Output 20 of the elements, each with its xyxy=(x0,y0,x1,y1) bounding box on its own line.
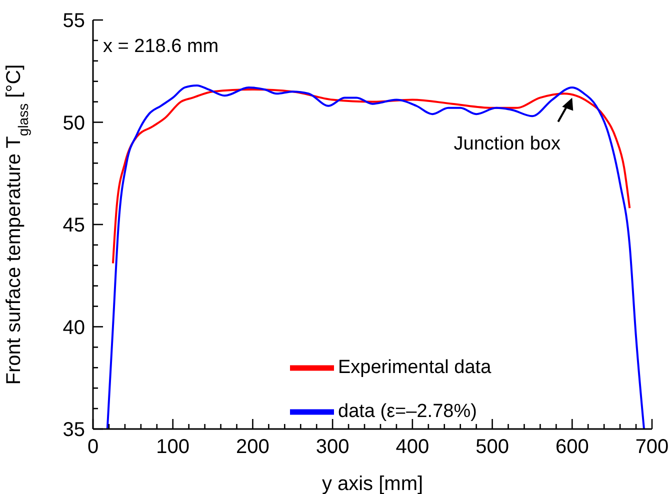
annotation: x = 218.6 mm xyxy=(103,36,219,57)
x-tick-label: 200 xyxy=(236,436,270,458)
y-tick-label: 55 xyxy=(62,10,85,32)
x-tick-label: 700 xyxy=(635,436,669,458)
x-tick-label: 0 xyxy=(87,436,99,458)
x-tick-label: 100 xyxy=(156,436,190,458)
x-tick-label: 500 xyxy=(476,436,509,458)
x-tick-label: 600 xyxy=(555,436,589,458)
x-tick-label: 400 xyxy=(396,436,430,458)
line-series xyxy=(106,84,646,429)
line-series xyxy=(112,88,631,264)
y-tick-label: 40 xyxy=(62,316,85,339)
legend-label: Experimental data xyxy=(338,357,492,378)
legend-label: data (ε=–2.78%) xyxy=(338,401,477,422)
y-tick-label: 35 xyxy=(62,419,85,441)
x-axis-title: y axis [mm] xyxy=(322,473,424,494)
x-tick-label: 300 xyxy=(316,436,350,458)
y-tick-label: 50 xyxy=(62,112,85,134)
annotation: Junction box xyxy=(454,134,561,155)
y-tick-label: 45 xyxy=(62,214,85,236)
